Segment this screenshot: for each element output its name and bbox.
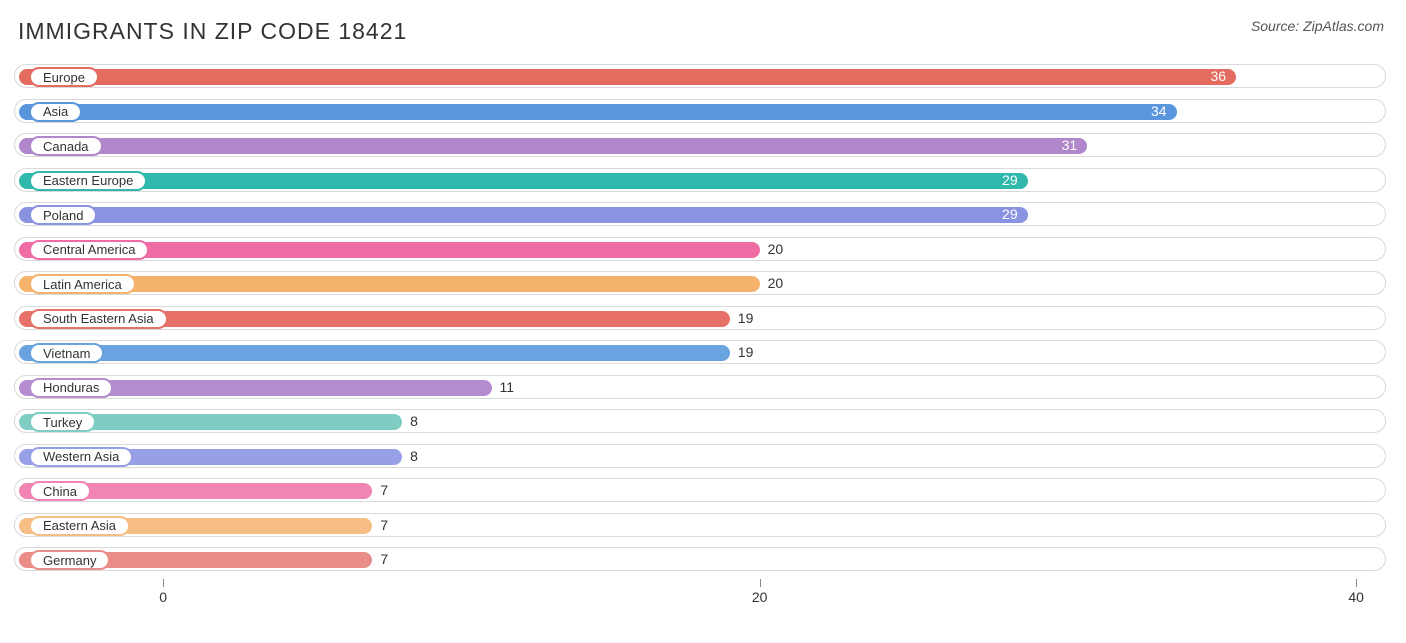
bar-row: Canada 31	[14, 128, 1386, 163]
bar-label-pill: Canada	[29, 136, 103, 156]
bar-row: Germany 7	[14, 542, 1386, 577]
bar-fill	[19, 104, 1177, 120]
bar-label-pill: Turkey	[29, 412, 96, 432]
bar-value: 29	[1002, 172, 1018, 188]
bar-track: Eastern Asia 7	[14, 513, 1386, 537]
bar-label: Europe	[43, 70, 85, 85]
bar-value: 36	[1211, 68, 1227, 84]
bar-track: Canada 31	[14, 133, 1386, 157]
bar-label: Vietnam	[43, 346, 90, 361]
bar-fill	[19, 207, 1028, 223]
x-axis: 0 20 40	[14, 579, 1386, 611]
bar-label-pill: Western Asia	[29, 447, 133, 467]
bar-label-pill: China	[29, 481, 91, 501]
bar-value: 7	[380, 517, 388, 533]
bar-label: Central America	[43, 242, 135, 257]
bar-label: Poland	[43, 208, 83, 223]
bar-row: South Eastern Asia 19	[14, 301, 1386, 336]
bar-label: Turkey	[43, 415, 82, 430]
bar-track: Western Asia 8	[14, 444, 1386, 468]
bar-value: 8	[410, 413, 418, 429]
bar-track: South Eastern Asia 19	[14, 306, 1386, 330]
bar-row: Western Asia 8	[14, 439, 1386, 474]
bar-fill	[19, 69, 1236, 85]
bar-label-pill: Eastern Europe	[29, 171, 147, 191]
bar-row: Poland 29	[14, 197, 1386, 232]
bar-fill	[19, 173, 1028, 189]
bar-value: 19	[738, 344, 754, 360]
axis-tick	[760, 579, 761, 587]
bar-value: 31	[1062, 137, 1078, 153]
bar-fill	[19, 345, 730, 361]
bar-value: 29	[1002, 206, 1018, 222]
bar-track: China 7	[14, 478, 1386, 502]
bar-track: Asia 34	[14, 99, 1386, 123]
bar-value: 20	[768, 275, 784, 291]
bar-label: Germany	[43, 553, 96, 568]
bar-value: 8	[410, 448, 418, 464]
bar-label-pill: Germany	[29, 550, 110, 570]
bar-label-pill: Poland	[29, 205, 97, 225]
bar-row: China 7	[14, 473, 1386, 508]
axis-tick-label: 20	[752, 589, 768, 605]
bar-value: 34	[1151, 103, 1167, 119]
axis-tick	[163, 579, 164, 587]
bar-value: 20	[768, 241, 784, 257]
bar-label: Honduras	[43, 380, 99, 395]
bar-value: 19	[738, 310, 754, 326]
bar-track: Central America 20	[14, 237, 1386, 261]
bar-track: Turkey 8	[14, 409, 1386, 433]
bar-fill	[19, 138, 1087, 154]
axis-tick-label: 0	[159, 589, 167, 605]
bar-label-pill: Europe	[29, 67, 99, 87]
axis-tick-label: 40	[1348, 589, 1364, 605]
bar-label-pill: Latin America	[29, 274, 136, 294]
bar-value: 7	[380, 482, 388, 498]
bar-label-pill: Honduras	[29, 378, 113, 398]
bar-value: 7	[380, 551, 388, 567]
bar-label: China	[43, 484, 77, 499]
bar-label-pill: Asia	[29, 102, 82, 122]
bar-label: Canada	[43, 139, 89, 154]
bar-value: 11	[500, 379, 515, 395]
bar-label: Asia	[43, 104, 68, 119]
bar-track: Vietnam 19	[14, 340, 1386, 364]
bar-label: Eastern Asia	[43, 518, 116, 533]
bar-label: Western Asia	[43, 449, 119, 464]
bar-row: Latin America 20	[14, 266, 1386, 301]
bar-label-pill: Vietnam	[29, 343, 104, 363]
bar-row: Eastern Asia 7	[14, 508, 1386, 543]
bar-track: Latin America 20	[14, 271, 1386, 295]
chart-header: IMMIGRANTS IN ZIP CODE 18421 Source: Zip…	[0, 0, 1406, 55]
bar-row: Vietnam 19	[14, 335, 1386, 370]
axis-tick	[1356, 579, 1357, 587]
bar-row: Central America 20	[14, 232, 1386, 267]
bar-track: Eastern Europe 29	[14, 168, 1386, 192]
chart-source: Source: ZipAtlas.com	[1251, 18, 1384, 34]
bar-track: Honduras 11	[14, 375, 1386, 399]
bar-row: Asia 34	[14, 94, 1386, 129]
bar-row: Eastern Europe 29	[14, 163, 1386, 198]
bar-label: Latin America	[43, 277, 122, 292]
bar-label-pill: Eastern Asia	[29, 516, 130, 536]
bar-label: South Eastern Asia	[43, 311, 154, 326]
bar-label: Eastern Europe	[43, 173, 133, 188]
bar-chart: Europe36Asia34Canada31Eastern Europe29Po…	[0, 55, 1406, 577]
bar-track: Germany 7	[14, 547, 1386, 571]
bar-row: Europe 36	[14, 59, 1386, 94]
bar-track: Europe 36	[14, 64, 1386, 88]
bar-row: Honduras 11	[14, 370, 1386, 405]
bar-label-pill: Central America	[29, 240, 149, 260]
bar-row: Turkey 8	[14, 404, 1386, 439]
bar-track: Poland 29	[14, 202, 1386, 226]
bar-label-pill: South Eastern Asia	[29, 309, 168, 329]
chart-title: IMMIGRANTS IN ZIP CODE 18421	[18, 18, 407, 45]
